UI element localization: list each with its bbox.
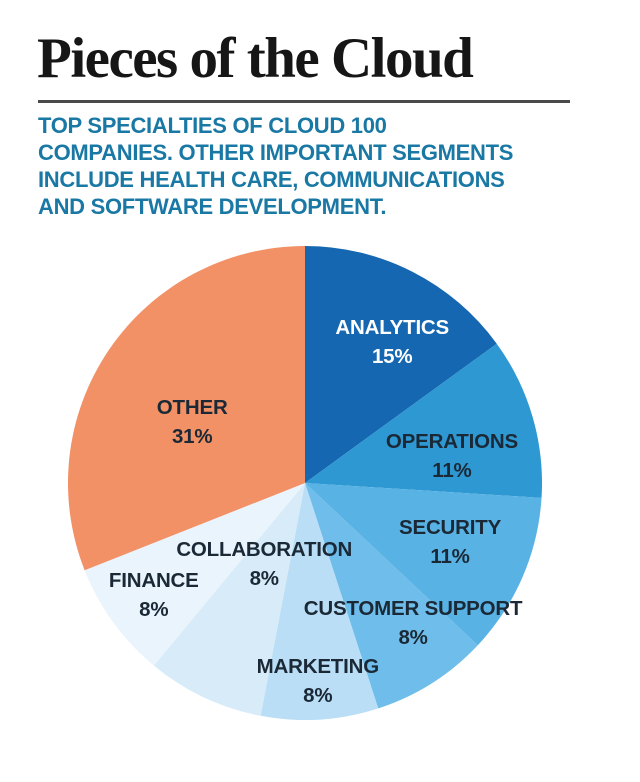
pie-label-collaboration: COLLABORATION 8% <box>176 535 352 593</box>
pie-slice-security <box>305 483 542 646</box>
pie-label-value: 15% <box>371 345 413 369</box>
pie-label-other: OTHER 31% <box>157 393 228 451</box>
pie-label-name: SECURITY <box>399 516 502 540</box>
pie-label-name: ANALYTICS <box>335 316 450 340</box>
pie-slice-analytics <box>305 246 497 483</box>
pie-label-analytics: ANALYTICS 15% <box>335 313 449 371</box>
pie-label-finance: FINANCE 8% <box>109 566 199 624</box>
pie-label-name: CUSTOMER SUPPORT <box>303 596 523 620</box>
pie-label-customer-support: CUSTOMER SUPPORT 8% <box>304 594 523 652</box>
pie-chart-svg <box>68 246 542 720</box>
page-title: Pieces of the Cloud <box>37 27 474 90</box>
pie-slice-finance <box>84 483 305 666</box>
pie-chart: ANALYTICS 15% OPERATIONS 11% SECURITY 11% CUST… <box>68 246 542 720</box>
chart-subtitle: TOP SPECIALTIES OF CLOUD 100 COMPANIES. … <box>38 112 513 220</box>
pie-label-marketing: MARKETING 8% <box>256 652 380 710</box>
pie-label-value: 8% <box>303 684 333 708</box>
pie-label-value: 31% <box>171 425 213 449</box>
pie-label-value: 8% <box>249 566 279 590</box>
pie-label-value: 11% <box>432 458 472 482</box>
pie-slice-operations <box>305 343 542 498</box>
pie-label-value: 11% <box>430 545 470 569</box>
pie-label-operations: OPERATIONS 11% <box>386 427 518 485</box>
pie-label-security: SECURITY 11% <box>399 513 501 571</box>
pie-label-value: 8% <box>398 625 428 649</box>
pie-label-value: 8% <box>139 597 169 621</box>
pie-slice-collaboration <box>153 483 305 716</box>
pie-slice-customer-support <box>305 483 478 709</box>
subtitle-line: INCLUDE HEALTH CARE, COMMUNICATIONS <box>38 167 505 192</box>
subtitle-line: AND SOFTWARE DEVELOPMENT. <box>38 194 387 219</box>
pie-slice-other <box>68 246 305 571</box>
pie-label-name: FINANCE <box>108 568 199 592</box>
pie-label-name: OPERATIONS <box>385 429 518 453</box>
subtitle-line: COMPANIES. OTHER IMPORTANT SEGMENTS <box>38 140 514 165</box>
pie-slice-marketing <box>260 483 379 720</box>
pie-label-name: OTHER <box>156 396 228 420</box>
pie-chart-labels: ANALYTICS 15% OPERATIONS 11% SECURITY 11% CUST… <box>68 246 542 720</box>
pie-label-name: MARKETING <box>256 655 380 679</box>
pie-label-name: COLLABORATION <box>176 537 353 561</box>
title-divider-rule <box>38 100 570 103</box>
subtitle-line: TOP SPECIALTIES OF CLOUD 100 <box>38 113 387 138</box>
